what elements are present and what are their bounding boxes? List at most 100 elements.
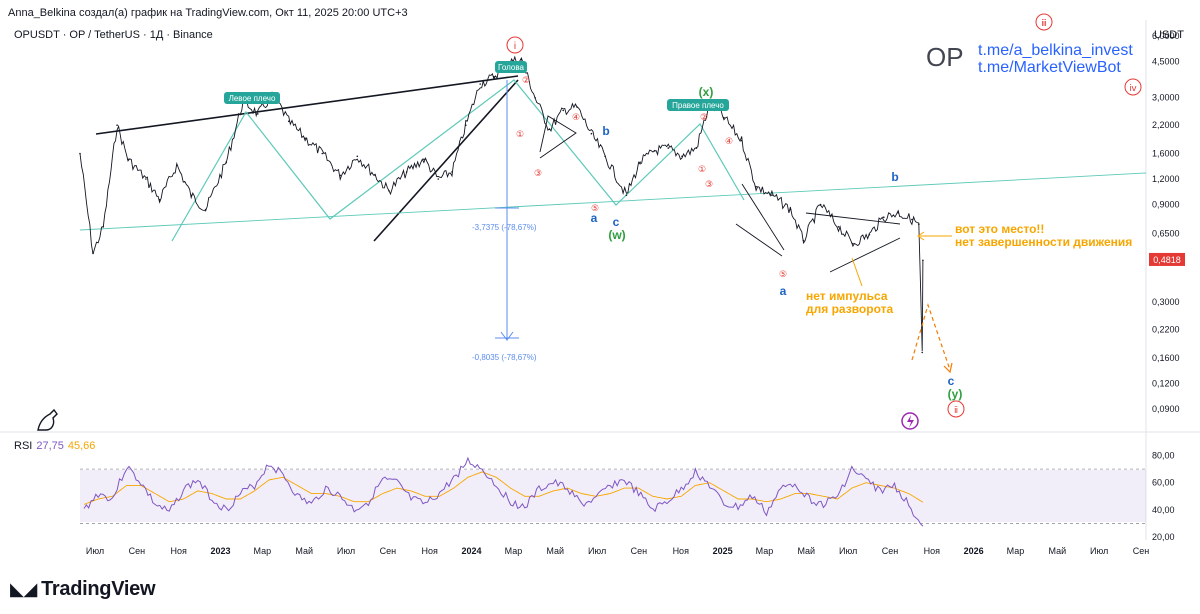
rsi-ma-line[interactable] (83, 471, 924, 505)
x-tick-label: Мар (756, 546, 774, 556)
projected-path[interactable] (911, 303, 951, 371)
triangle-upper[interactable] (805, 212, 901, 225)
wave-4-label-b: ④ (725, 136, 733, 146)
price-point (639, 161, 641, 163)
price-point (653, 149, 656, 152)
price-point (681, 155, 683, 158)
head-label: Голова (498, 63, 524, 72)
rsi-line[interactable] (83, 456, 924, 527)
rsi-band (80, 470, 1146, 522)
x-tick-label: Мар (1007, 546, 1025, 556)
price-point (911, 218, 913, 221)
trendline-support[interactable] (373, 79, 519, 242)
price-point (465, 124, 467, 126)
price-point (339, 174, 342, 177)
x-tick-label: Июл (588, 546, 606, 556)
wave-3-label-b: ③ (705, 179, 713, 189)
price-point (723, 116, 725, 119)
wave-iv-label: ⅳ (1129, 83, 1137, 93)
x-tick-label: Май (1048, 546, 1066, 556)
telegram-link-2[interactable]: t.me/MarketViewBot (978, 59, 1121, 76)
price-point (740, 139, 743, 142)
price-point (625, 194, 628, 196)
last-price-label: 0,4818 (1153, 255, 1181, 265)
price-series-line[interactable] (79, 55, 924, 352)
fib-label-2: -0,8035 (-78,67%) (472, 353, 537, 362)
wave-b-label-1: b (602, 124, 609, 138)
x-tick-label: 2024 (462, 546, 482, 556)
y-tick-label: 0,1200 (1152, 378, 1180, 388)
price-point (802, 239, 805, 242)
head-shoulders-outline[interactable] (171, 79, 745, 242)
wave-a-label-2: a (780, 284, 787, 298)
price-point (479, 83, 482, 85)
symbol-description[interactable]: OPUSDT · OP / TetherUS · 1Д · Binance (14, 29, 213, 41)
telegram-links: t.me/a_belkina_invest t.me/MarketViewBot (978, 42, 1133, 76)
wave-w-label: (w) (608, 228, 625, 242)
channel-line-upper[interactable] (741, 183, 785, 251)
wave-b-label-2: b (891, 170, 898, 184)
price-point (755, 185, 757, 188)
price-point (437, 178, 440, 180)
price-point (145, 178, 147, 180)
channel-line-lower[interactable] (735, 223, 783, 257)
rsi-legend[interactable]: RSI 27,75 45,66 (14, 440, 95, 452)
tradingview-logo[interactable]: ◣◢ TradingView (10, 578, 156, 601)
wave-iii-label: ⅲ (1041, 18, 1047, 28)
wave-iii-circle (1035, 13, 1053, 31)
x-tick-label: Июл (337, 546, 355, 556)
price-point (287, 120, 290, 123)
wedge-drawing[interactable] (539, 115, 577, 159)
x-tick-label: Мар (254, 546, 272, 556)
price-point (388, 190, 390, 192)
lightning-icon[interactable] (901, 412, 919, 430)
y-tick-label: 1,6000 (1152, 148, 1180, 158)
x-tick-label: Сен (631, 546, 648, 556)
x-tick-label: Мар (505, 546, 523, 556)
wave-ii-circle (947, 400, 965, 418)
rsi-value: 27,75 (36, 440, 64, 452)
x-tick-label: Июл (1090, 546, 1108, 556)
price-point (922, 259, 924, 262)
tradingview-logo-icon: ◣◢ (10, 579, 38, 599)
wave-x-label: (x) (699, 85, 714, 99)
price-point (374, 174, 377, 177)
annotation-place: вот это место!! (955, 222, 1044, 236)
y-tick-label: 0,3000 (1152, 297, 1180, 307)
annotation-no-impulse: нет импульса (806, 289, 888, 303)
price-point (176, 164, 178, 167)
price-point (837, 226, 840, 228)
wave-i-circle (506, 36, 524, 54)
triangle-lower[interactable] (829, 237, 901, 273)
price-point (405, 171, 408, 173)
wave-a-label-1: a (591, 211, 598, 225)
last-price-tag[interactable] (1149, 252, 1185, 266)
wave-5-label-a: ⑤ (591, 203, 599, 213)
price-point (79, 152, 81, 155)
price-point (576, 106, 578, 108)
y-tick-label: 0,1600 (1152, 353, 1180, 363)
price-point (321, 152, 324, 155)
x-tick-label: Сен (380, 546, 397, 556)
currency-label[interactable]: USDT (1154, 29, 1184, 41)
wave-3-label-a: ③ (534, 168, 542, 178)
price-point (868, 234, 871, 236)
price-point (548, 128, 551, 131)
right-shoulder-label: Правое плечо (672, 101, 724, 110)
price-point (789, 208, 792, 211)
annotation-reversal: для разворота (806, 302, 893, 316)
x-tick-label: Май (295, 546, 313, 556)
rsi-tick-label: 60,00 (1152, 478, 1175, 488)
attribution-text: Anna_Belkina создал(а) график на Trading… (8, 7, 408, 19)
y-tick-label: 0,2200 (1152, 325, 1180, 335)
telegram-link-1[interactable]: t.me/a_belkina_invest (978, 42, 1133, 59)
trendline-resistance[interactable] (95, 75, 519, 135)
x-tick-label: 2026 (964, 546, 984, 556)
y-tick-label: 0,0900 (1152, 404, 1180, 414)
x-tick-label: 2023 (211, 546, 231, 556)
y-tick-label: 1,2000 (1152, 174, 1180, 184)
price-point (92, 252, 94, 254)
x-tick-label: Ноя (170, 546, 187, 556)
price-point (102, 226, 105, 228)
